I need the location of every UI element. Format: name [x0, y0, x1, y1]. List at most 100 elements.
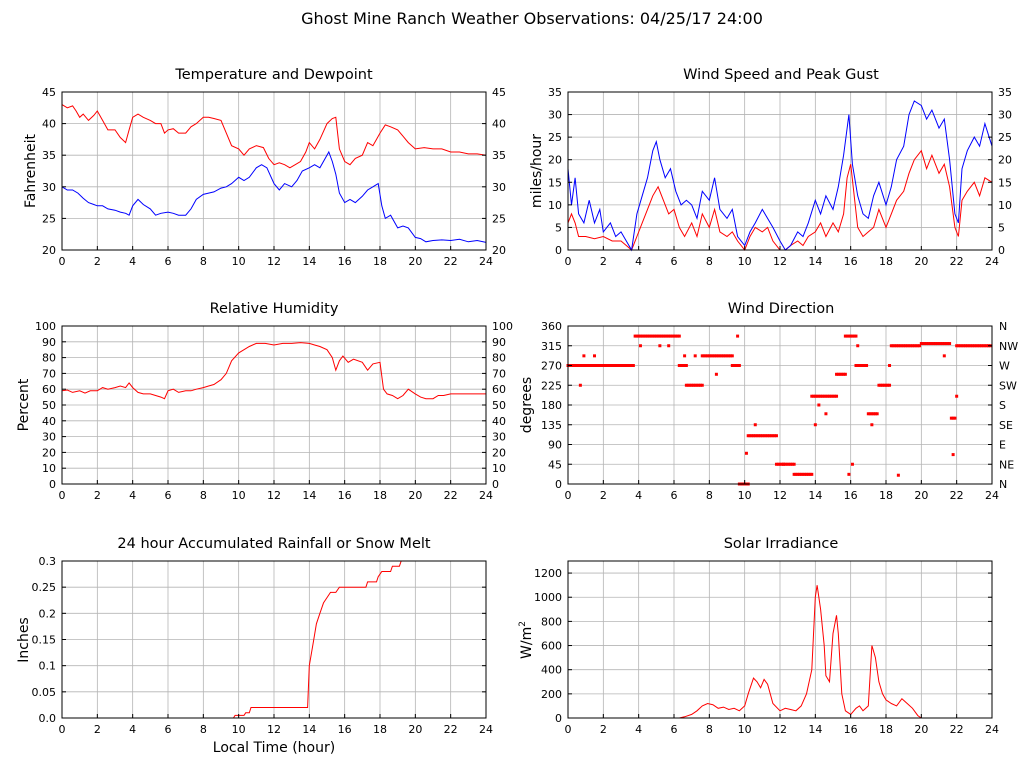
direction-point: [978, 344, 982, 348]
direction-point: [976, 344, 980, 348]
direction-point: [780, 462, 784, 466]
direction-point: [820, 394, 824, 398]
x-tick-label: 4: [129, 255, 136, 268]
direction-point: [638, 344, 642, 348]
direction-point: [679, 364, 683, 367]
y-tick-label-right: 80: [492, 352, 506, 365]
y-tick-label: 360: [541, 320, 562, 333]
y-tick-label: 400: [541, 664, 562, 677]
y-tick-label: 0.0: [39, 712, 57, 725]
direction-point: [573, 364, 577, 367]
direction-point: [803, 472, 807, 476]
y-tick-label: 0.1: [39, 660, 57, 673]
direction-point: [607, 364, 611, 367]
direction-point: [836, 372, 840, 376]
direction-point: [737, 364, 741, 367]
x-tick-label: 0: [565, 723, 572, 736]
solar-series-0: [568, 585, 992, 719]
x-tick-label: 24: [479, 489, 493, 502]
direction-point: [730, 364, 734, 367]
direction-point: [969, 344, 973, 348]
direction-point: [594, 364, 598, 367]
y-tick-label: 0: [49, 478, 56, 491]
direction-point: [824, 394, 828, 398]
rain-xlabel: Local Time (hour): [213, 740, 335, 756]
direction-point: [817, 403, 821, 407]
direction-point: [746, 434, 750, 438]
y-tick-label: 80: [42, 352, 56, 365]
direction-point: [909, 344, 913, 348]
direction-point: [956, 344, 960, 348]
direction-point: [985, 344, 989, 348]
direction-point: [895, 344, 899, 348]
rain-series-0: [62, 560, 486, 719]
x-tick-label: 6: [671, 255, 678, 268]
direction-point: [819, 394, 823, 398]
direction-point: [628, 364, 632, 367]
x-tick-label: 12: [773, 723, 787, 736]
direction-point: [847, 334, 851, 338]
direction-point: [702, 354, 706, 358]
direction-point: [964, 344, 967, 348]
page-title: Ghost Mine Ranch Weather Observations: 0…: [301, 9, 763, 28]
direction-point: [580, 364, 584, 367]
direction-point: [859, 364, 863, 367]
direction-point: [684, 364, 688, 367]
direction-point: [843, 372, 847, 376]
direction-point: [753, 434, 757, 438]
direction-point: [571, 364, 575, 367]
direction-point: [785, 462, 789, 466]
direction-point: [888, 383, 892, 387]
ylabel-superscript: 2: [518, 621, 528, 627]
direction-point: [578, 364, 582, 367]
direction-point: [658, 334, 662, 338]
x-tick-label: 12: [267, 255, 281, 268]
direction-point: [835, 394, 839, 398]
direction-point: [932, 342, 936, 346]
direction-point: [656, 334, 660, 338]
direction-point: [893, 344, 897, 348]
direction-point: [815, 394, 819, 398]
x-tick-label: 6: [671, 723, 678, 736]
x-tick-label: 2: [600, 255, 607, 268]
x-tick-label: 4: [635, 489, 642, 502]
y-tick-label: 0: [555, 244, 562, 257]
y-tick-label: 40: [42, 415, 56, 428]
solar-chart: 0 2 4 6 8 10 12 14 16 18 20 22 240200400600800100012…: [518, 560, 999, 736]
direction-point: [849, 334, 853, 338]
y-tick-label-right: 5: [998, 221, 1005, 234]
direction-point: [939, 342, 943, 346]
direction-point: [575, 364, 579, 367]
direction-point: [829, 394, 833, 398]
x-tick-label: 12: [267, 723, 281, 736]
y-tick-label-right: 20: [492, 244, 506, 257]
compass-label: SE: [999, 419, 1013, 432]
direction-point: [644, 334, 648, 338]
direction-point: [850, 462, 854, 466]
direction-point: [668, 334, 672, 338]
direction-point: [799, 472, 803, 476]
direction-point: [981, 344, 985, 348]
x-tick-label: 18: [373, 489, 387, 502]
x-tick-label: 18: [373, 255, 387, 268]
wind-direction-panel: Wind Direction: [728, 301, 835, 317]
direction-point: [923, 342, 927, 346]
direction-point: [877, 383, 881, 387]
direction-point: [734, 364, 738, 367]
y-tick-label: 20: [42, 244, 56, 257]
x-tick-label: 22: [444, 255, 458, 268]
direction-point: [946, 342, 950, 346]
direction-point: [723, 354, 727, 358]
y-tick-label: 20: [42, 446, 56, 459]
direction-point: [744, 451, 748, 455]
y-tick-label: 40: [42, 118, 56, 131]
direction-point: [766, 434, 770, 438]
direction-point: [615, 364, 619, 367]
direction-point: [776, 462, 780, 466]
direction-point: [593, 354, 596, 358]
compass-label: E: [999, 439, 1006, 452]
direction-point: [805, 472, 808, 476]
direction-point: [677, 364, 681, 367]
